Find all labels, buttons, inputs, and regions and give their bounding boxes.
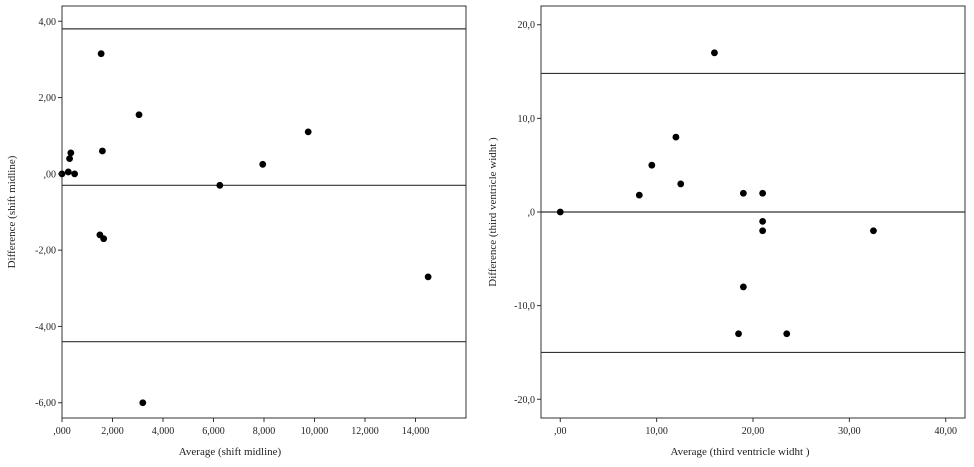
- x-tick-label: 6,000: [202, 426, 225, 437]
- y-tick-label: ,00: [44, 169, 57, 180]
- y-tick-label: -6,00: [35, 398, 56, 409]
- x-tick-label: 12,000: [351, 426, 379, 437]
- x-tick-label: 40,00: [934, 426, 957, 437]
- data-point: [424, 273, 432, 281]
- data-point: [759, 217, 767, 225]
- data-point: [67, 149, 75, 157]
- x-tick-label: 2,000: [101, 426, 124, 437]
- y-tick-label: 20,0: [518, 20, 536, 31]
- data-point: [259, 160, 267, 168]
- data-point: [216, 181, 224, 189]
- y-tick-label: 4,00: [39, 17, 57, 28]
- data-point: [556, 208, 564, 216]
- x-tick-label: 10,00: [645, 426, 668, 437]
- data-point: [99, 147, 106, 155]
- plot-area-frame: [61, 5, 467, 419]
- y-axis-label: Difference (shift midline): [6, 155, 18, 268]
- data-point: [735, 330, 742, 338]
- data-point: [739, 283, 747, 291]
- data-point: [648, 161, 656, 169]
- x-tick-label: 8,000: [253, 426, 276, 437]
- y-tick-label: -2,00: [35, 246, 56, 257]
- y-tick-label: -4,00: [35, 322, 56, 333]
- data-point: [711, 49, 718, 57]
- y-tick-label: -10,0: [514, 301, 535, 312]
- y-tick-label: 10,0: [518, 114, 536, 125]
- data-point: [677, 180, 685, 188]
- chart-shift-midline: ,000 2,000 4,000 6,000 8,000 10,000 12,000 14,0…: [6, 5, 467, 458]
- data-point: [304, 128, 312, 136]
- x-tick-label: ,00: [554, 426, 567, 437]
- data-point: [672, 133, 680, 141]
- data-point: [759, 227, 767, 235]
- data-point: [64, 168, 72, 176]
- x-tick-label: ,000: [53, 426, 71, 437]
- data-point: [100, 235, 108, 243]
- chart-third-ventricle: ,00 10,00 20,00 30,00 40,00 20,0 10,0 ,0 -10,0 -…: [487, 5, 966, 458]
- data-point: [783, 330, 791, 338]
- data-point: [635, 191, 643, 199]
- y-tick-label: 2,00: [39, 93, 57, 104]
- data-point: [66, 155, 73, 162]
- x-axis-label: Average (shift midline): [179, 446, 282, 458]
- y-axis-label: Difference (third ventricle widht ): [487, 137, 499, 287]
- data-point: [97, 50, 105, 58]
- data-point: [135, 111, 143, 119]
- x-axis-label: Average (third ventricle widht ): [670, 446, 809, 458]
- x-tick-label: 4,000: [152, 426, 175, 437]
- x-tick-label: 10,000: [301, 426, 329, 437]
- x-tick-label: 20,00: [742, 426, 765, 437]
- data-point: [139, 399, 147, 407]
- data-point: [739, 189, 747, 197]
- data-point: [71, 170, 79, 178]
- data-point: [759, 189, 767, 197]
- y-tick-label: ,0: [528, 208, 536, 219]
- x-tick-label: 30,00: [838, 426, 861, 437]
- y-tick-label: -20,0: [514, 395, 535, 406]
- x-tick-label: 14,000: [402, 426, 430, 437]
- data-point: [870, 227, 877, 235]
